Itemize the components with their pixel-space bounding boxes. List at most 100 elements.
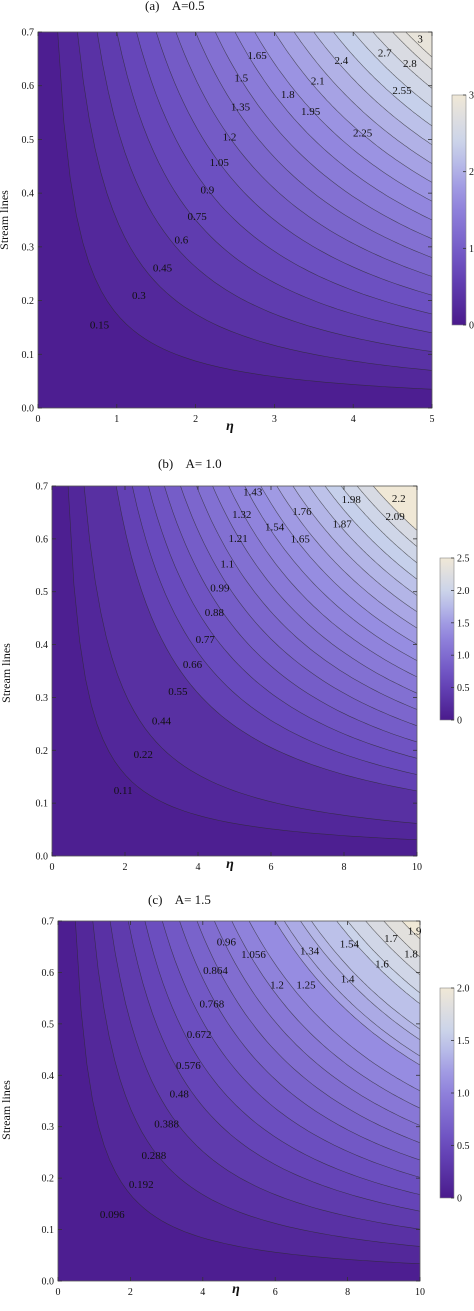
y-tick-label: 0.5: [42, 1019, 55, 1030]
contour-line: [75, 921, 420, 1264]
contour-label: 1.2: [270, 979, 284, 991]
y-tick-label: 0.4: [36, 640, 49, 651]
contour-label: 1.8: [281, 89, 295, 101]
contour-line: [274, 32, 432, 183]
colorbar-tick-label: 1.0: [457, 1089, 470, 1100]
contour-line: [324, 486, 417, 580]
contour-line: [392, 32, 432, 70]
contour-line: [352, 32, 432, 108]
contour-label: 1.2: [223, 132, 237, 144]
x-tick-label: 3: [272, 414, 277, 425]
contour-line: [57, 32, 432, 390]
contour-label: 0.576: [176, 1060, 201, 1072]
contour-label: 1.32: [232, 509, 251, 521]
x-tick-label: 4: [351, 414, 356, 425]
y-tick-label: 0.1: [36, 799, 49, 810]
contour-label: 0.864: [203, 965, 228, 977]
contour-line: [132, 486, 417, 775]
contour-label: 0.6: [175, 234, 189, 246]
colorbar-tick-label: 2: [469, 167, 474, 178]
y-tick-label: 0.3: [36, 693, 49, 704]
contour-line: [333, 32, 432, 127]
y-tick-label: 0.1: [22, 350, 35, 361]
contour-line: [276, 486, 417, 629]
contour-line: [116, 32, 432, 334]
y-tick-label: 0.7: [36, 482, 49, 493]
contour-label: 0.96: [217, 937, 237, 949]
contour-label: 0.77: [196, 634, 216, 646]
contour-label: 2.09: [385, 511, 405, 523]
contour-label: 0.288: [142, 1150, 167, 1162]
contour-label: 0.88: [205, 607, 225, 619]
contour-line: [260, 486, 417, 645]
contour-label: 0.9: [201, 184, 215, 196]
contour-band: [52, 486, 417, 856]
contour-label: 2.8: [403, 58, 417, 70]
contour-label: 0.3: [132, 290, 146, 302]
contour-band: [58, 921, 420, 1281]
contour-label: 1.5: [234, 73, 248, 85]
contour-line: [115, 486, 417, 792]
contour-band: [52, 486, 417, 856]
x-tick-label: 2: [123, 862, 128, 873]
colorbar-tick-label: 1.5: [457, 1036, 470, 1047]
y-tick-label: 0.2: [42, 1174, 55, 1185]
contour-line: [308, 486, 417, 596]
x-tick-label: 0: [50, 862, 55, 873]
contour-label: 1.056: [241, 949, 266, 961]
plot-frame: [51, 485, 418, 857]
y-tick-label: 0.4: [42, 1071, 55, 1082]
contour-line: [401, 921, 420, 940]
contour-label: 0.672: [187, 1029, 212, 1041]
contour-line: [215, 32, 432, 240]
contour-line: [196, 486, 417, 710]
contour-label: 0.22: [134, 749, 153, 761]
contour-line: [67, 486, 417, 840]
y-axis-label: Stream lines: [0, 1080, 13, 1140]
contour-line: [92, 921, 420, 1247]
x-tick-label: 10: [415, 1287, 425, 1298]
colorbar-tick-label: 0: [457, 1194, 462, 1205]
colorbar-tick-label: 0: [469, 321, 474, 332]
contour-line: [372, 486, 417, 531]
contour-band: [58, 921, 420, 1281]
contour-line: [148, 486, 417, 759]
contour-line: [336, 921, 420, 1005]
chart-title: (b) A= 1.0: [158, 456, 222, 471]
contour-label: 2.7: [378, 47, 392, 59]
contour-label: 1.1: [220, 559, 234, 571]
x-axis-label: η: [226, 419, 234, 434]
colorbar-tick-label: 2.5: [457, 554, 470, 565]
colorbar-tick-label: 0.5: [457, 683, 470, 694]
contour-line: [231, 921, 420, 1109]
contour-line: [214, 921, 420, 1126]
contour-plot: 0.0960.1920.2880.3880.480.5760.6720.7680…: [0, 917, 470, 1299]
contour-line: [96, 32, 432, 352]
contour-label: 2.4: [335, 55, 349, 67]
contour-label: 1.54: [340, 939, 360, 951]
contour-label: 0.48: [170, 1088, 190, 1100]
contour-line: [292, 486, 417, 613]
contour-label: 0.66: [183, 659, 203, 671]
contour-line: [179, 921, 420, 1161]
contour-line: [155, 32, 432, 296]
y-tick-label: 0.6: [36, 534, 49, 545]
contour-line: [311, 921, 420, 1030]
contour-line: [195, 32, 432, 258]
contour-line: [347, 921, 420, 994]
contour-label: 2.25: [353, 127, 373, 139]
x-tick-label: 4: [200, 1287, 205, 1298]
plot-frame: [37, 31, 433, 409]
colorbar-tick-label: 2.0: [457, 984, 470, 995]
contour-label: 1.8: [404, 948, 418, 960]
x-tick-label: 2: [193, 414, 198, 425]
contour-line: [77, 32, 432, 371]
contour-line: [212, 486, 417, 694]
contour-label: 0.11: [114, 785, 133, 797]
contour-line: [144, 921, 420, 1195]
contour-line: [405, 32, 432, 58]
contour-panel-c: (c) A= 1.5 0.096 0.192 0.288 0.388 0.48 0.576 0…: [0, 888, 474, 1311]
y-tick-label: 0.0: [36, 852, 49, 863]
colorbar-tick-label: 1.0: [457, 651, 470, 662]
y-tick-label: 0.5: [22, 135, 35, 146]
